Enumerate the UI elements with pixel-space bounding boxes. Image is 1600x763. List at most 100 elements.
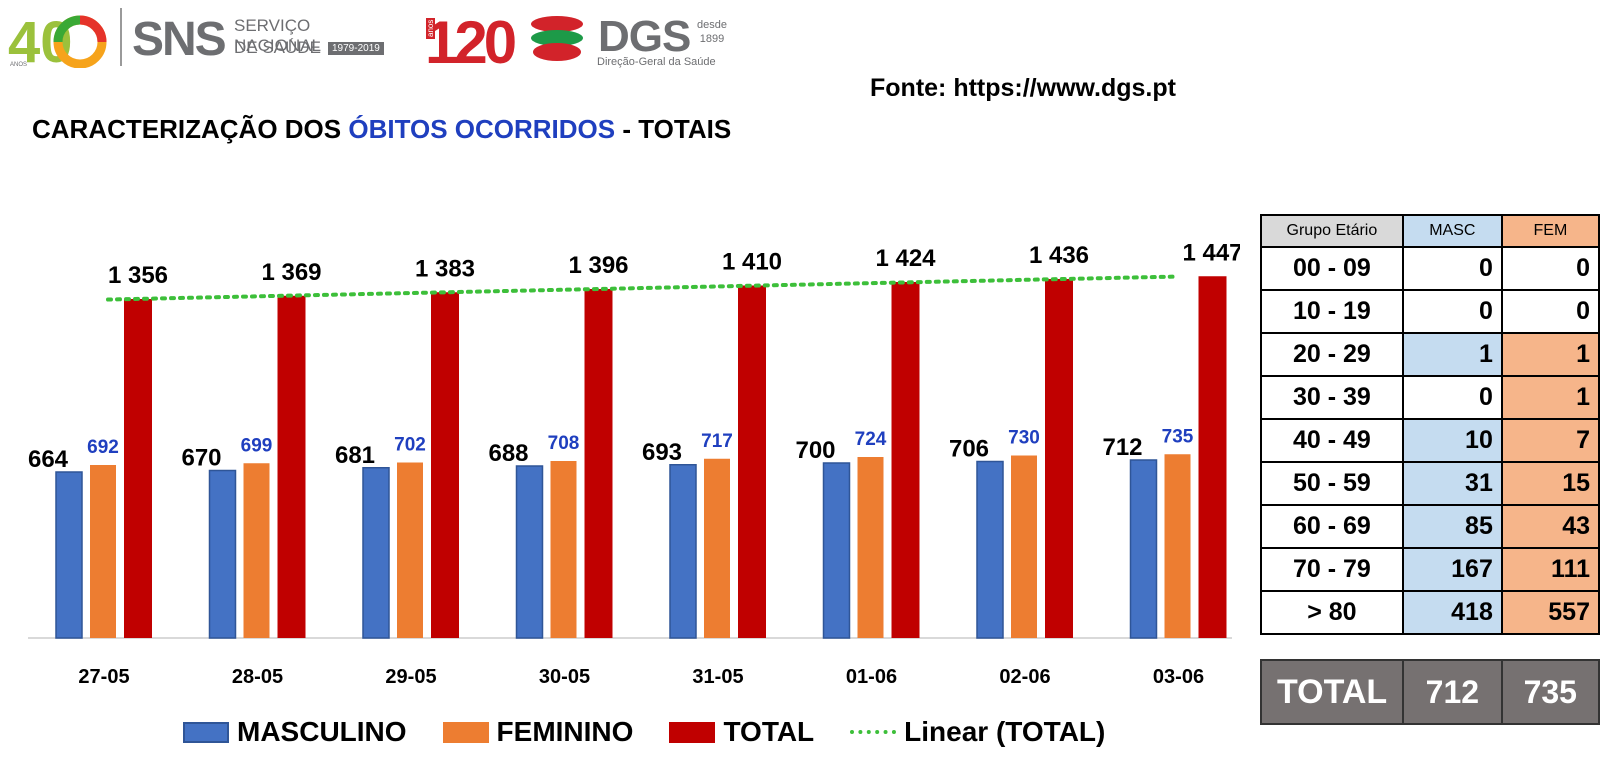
table-row: 30 - 39 0 1 xyxy=(1260,375,1600,420)
age-group-table-body: 00 - 09 0 0 10 - 19 0 0 20 - 29 1 1 30 - 39 0 1 40 -… xyxy=(1260,246,1600,635)
dgs-anos-label: anos xyxy=(426,17,435,39)
table-cell-masc: 10 xyxy=(1401,418,1503,463)
table-cell-fem: 111 xyxy=(1500,547,1600,592)
total-row: TOTAL 712 735 xyxy=(1259,659,1600,725)
legend-label-total: TOTAL xyxy=(723,716,815,747)
source-caption: Fonte: https://www.dgs.pt xyxy=(870,74,1176,102)
data-label-feminino: 724 xyxy=(855,429,887,450)
table-cell-group: 40 - 49 xyxy=(1260,418,1404,463)
table-row: > 80 418 557 xyxy=(1260,590,1600,635)
bar-feminino xyxy=(1011,455,1037,638)
sns-line2: DE SAÚDE xyxy=(234,38,321,57)
dgs-120-number: 120 xyxy=(425,9,517,76)
bar-total xyxy=(1198,276,1227,638)
age-group-table: Grupo Etário MASC FEM 00 - 09 0 0 10 - 19 0 0… xyxy=(1260,214,1600,635)
table-cell-group: 20 - 29 xyxy=(1260,332,1404,377)
bar-feminino xyxy=(397,462,423,638)
data-label-total: 1 424 xyxy=(875,245,936,272)
data-label-total: 1 447 xyxy=(1182,239,1240,266)
data-label-masculino: 706 xyxy=(949,436,989,463)
logo40-ring-red xyxy=(79,15,107,43)
table-cell-group: 30 - 39 xyxy=(1260,375,1404,420)
dgs-subtitle: Direção-Geral da Saúde xyxy=(597,56,716,68)
title-highlight: ÓBITOS OCORRIDOS xyxy=(348,114,616,144)
legend-swatch-trendline xyxy=(850,730,897,734)
table-row: 70 - 79 167 111 xyxy=(1260,547,1600,592)
logo-separator xyxy=(120,8,122,66)
x-tick-label: 28-05 xyxy=(232,666,283,688)
legend-item-trendline: Linear (TOTAL) xyxy=(850,716,1105,748)
bar-masculino xyxy=(822,462,851,639)
dgs-abbr: DGS xyxy=(598,12,691,61)
table-row: 50 - 59 31 15 xyxy=(1260,461,1600,506)
table-cell-fem: 15 xyxy=(1500,461,1600,506)
bar-masculino xyxy=(362,467,390,639)
title-part2: - TOTAIS xyxy=(615,114,732,144)
sns-years: 1979-2019 xyxy=(328,42,384,55)
trendline-total xyxy=(106,274,1175,302)
legend-item-total: TOTAL xyxy=(669,716,814,748)
table-cell-fem: 1 xyxy=(1500,375,1600,420)
bar-feminino xyxy=(1164,454,1191,638)
sns-40-anos-logo: 40 ANOS xyxy=(6,6,116,75)
table-cell-masc: 0 xyxy=(1401,246,1503,291)
deaths-bar-chart: 664 692 1 356 27-05 670 699 1 369 28-05 681 702 1 … xyxy=(28,239,1240,688)
x-tick-label: 27-05 xyxy=(78,666,129,688)
dgs-since: desde 1899 xyxy=(697,18,727,46)
x-tick-label: 02-06 xyxy=(999,666,1050,688)
table-cell-fem: 1 xyxy=(1500,332,1600,377)
table-cell-fem: 557 xyxy=(1500,590,1600,635)
legend-swatch-feminino xyxy=(442,721,489,743)
data-label-feminino: 699 xyxy=(241,435,273,456)
data-label-masculino: 700 xyxy=(795,437,835,464)
title-part1: CARACTERIZAÇÃO DOS xyxy=(32,114,349,144)
table-cell-fem: 7 xyxy=(1500,418,1600,463)
bar-masculino xyxy=(55,471,83,639)
bar-total xyxy=(277,295,306,638)
logo40-anos-label: ANOS xyxy=(10,62,27,68)
table-header-masc: MASC xyxy=(1401,214,1503,248)
data-label-masculino: 712 xyxy=(1102,434,1142,461)
bar-total xyxy=(738,285,766,638)
bar-masculino xyxy=(976,460,1004,639)
legend-item-feminino: FEMININO xyxy=(442,716,634,748)
bar-feminino xyxy=(90,465,116,638)
x-tick-label: 30-05 xyxy=(539,666,590,688)
table-cell-masc: 0 xyxy=(1401,375,1503,420)
table-row: 10 - 19 0 0 xyxy=(1260,289,1600,334)
data-label-feminino: 717 xyxy=(701,431,733,452)
table-header-fem: FEM xyxy=(1500,214,1600,248)
dgs-since-year: 1899 xyxy=(699,33,725,45)
table-cell-fem: 43 xyxy=(1500,504,1600,549)
data-label-masculino: 688 xyxy=(488,440,528,467)
data-label-feminino: 730 xyxy=(1008,428,1040,449)
legend-label-feminino: FEMININO xyxy=(496,716,634,747)
dgs-logo: 120 anos DGS desde 1899 Direção-Geral da… xyxy=(425,6,745,76)
total-row-masc: 712 xyxy=(1402,659,1503,725)
dgs-emblem-icon xyxy=(531,16,583,61)
legend-label-trendline: Linear (TOTAL) xyxy=(904,716,1106,747)
total-row-label: TOTAL xyxy=(1259,659,1405,725)
table-cell-masc: 85 xyxy=(1401,504,1503,549)
legend-swatch-masculino xyxy=(183,721,229,743)
data-label-total: 1 383 xyxy=(415,255,475,282)
data-label-total: 1 356 xyxy=(108,262,168,289)
data-label-masculino: 670 xyxy=(181,445,221,472)
table-row: 20 - 29 1 1 xyxy=(1260,332,1600,377)
bar-total xyxy=(584,289,613,638)
table-cell-group: 70 - 79 xyxy=(1260,547,1404,592)
table-cell-group: > 80 xyxy=(1260,590,1404,635)
x-tick-label: 01-06 xyxy=(846,666,897,688)
table-cell-masc: 418 xyxy=(1401,590,1503,635)
total-row-table: TOTAL 712 735 xyxy=(1259,659,1600,725)
data-label-total: 1 369 xyxy=(261,259,321,286)
legend-swatch-total xyxy=(669,721,716,743)
sns-line1: SERVIÇO NACIONAL xyxy=(234,16,321,55)
table-header-group: Grupo Etário xyxy=(1260,214,1404,248)
data-label-masculino: 681 xyxy=(335,442,375,469)
table-row: 00 - 09 0 0 xyxy=(1260,246,1600,291)
x-tick-label: 31-05 xyxy=(692,666,743,688)
data-label-feminino: 735 xyxy=(1162,426,1194,447)
bar-feminino xyxy=(550,461,577,638)
x-tick-label: 29-05 xyxy=(385,666,436,688)
